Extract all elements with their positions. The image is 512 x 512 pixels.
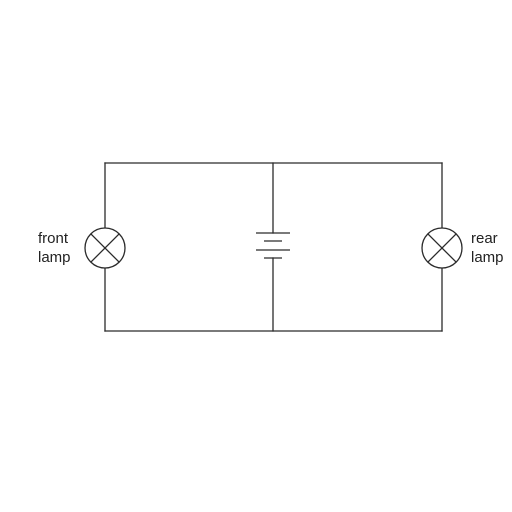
rear-lamp-label-line2: lamp — [471, 249, 504, 266]
battery-icon — [256, 232, 290, 259]
rear-lamp-label: rear lamp — [471, 229, 504, 267]
front-lamp-label-line2: lamp — [38, 249, 71, 266]
wiring — [104, 162, 443, 332]
front-lamp-label: front lamp — [38, 229, 71, 267]
rear-lamp-label-line1: rear — [471, 230, 498, 247]
front-lamp-label-line1: front — [38, 230, 69, 247]
front-lamp-icon — [84, 227, 126, 269]
rear-lamp-icon — [421, 227, 463, 269]
